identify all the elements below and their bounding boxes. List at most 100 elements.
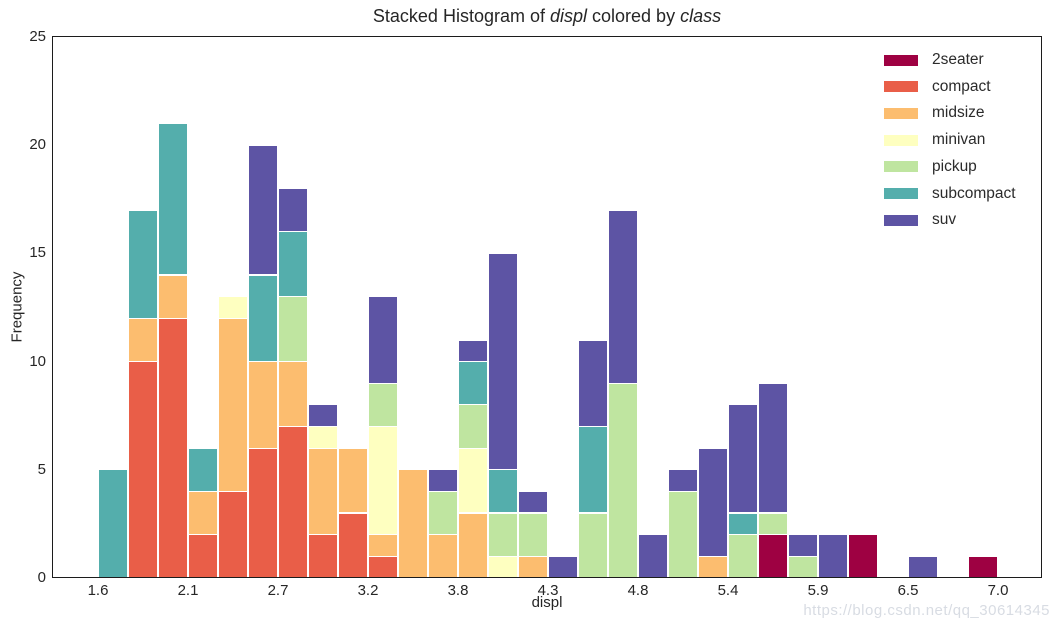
title-variable-class: class (680, 6, 722, 26)
bar-segment-suv (789, 535, 817, 556)
bar-segment-suv (249, 145, 277, 275)
legend-swatch-subcompact (884, 188, 918, 199)
bar-segment-minivan (219, 297, 247, 318)
bar-segment-midsize (129, 318, 157, 361)
bar-segment-pickup (489, 513, 517, 556)
bar-segment-pickup (369, 383, 397, 426)
bar-segment-2seater (849, 535, 877, 578)
bar-segment-pickup (669, 492, 697, 578)
bar-segment-suv (369, 297, 397, 383)
title-text-middle: colored by (587, 6, 681, 26)
legend-item-minivan: minivan (884, 131, 985, 148)
bar-segment-subcompact (159, 124, 187, 275)
y-tick-label: 0 (37, 569, 46, 586)
y-tick-label: 15 (29, 244, 46, 262)
x-tick-label: 3.2 (357, 582, 379, 599)
bar-segment-subcompact (189, 448, 217, 491)
bar-segment-suv (549, 556, 577, 578)
bar-segment-suv (609, 210, 637, 383)
legend-label: midsize (932, 104, 985, 122)
bar-segment-compact (249, 448, 277, 578)
title-variable-displ: displ (549, 6, 588, 26)
legend-label: 2seater (932, 51, 984, 68)
bar-segment-suv (279, 189, 307, 232)
bar-segment-subcompact (459, 362, 487, 405)
x-tick-label: 2.1 (177, 582, 199, 599)
bar-segment-subcompact (249, 275, 277, 361)
bar-segment-compact (309, 535, 337, 578)
legend-swatch-midsize (884, 107, 918, 119)
bar-segment-pickup (519, 513, 547, 556)
x-tick-label: 5.9 (807, 582, 829, 599)
bar-segment-midsize (519, 556, 547, 578)
x-tick-label: 3.8 (447, 582, 469, 599)
legend-label: compact (932, 77, 991, 95)
bar-segment-suv (459, 340, 487, 361)
bar-segment-minivan (369, 427, 397, 535)
x-tick-label: 4.8 (627, 582, 649, 599)
bar-segment-suv (759, 383, 787, 513)
bar-segment-pickup (759, 513, 787, 535)
bar-segment-pickup (579, 513, 607, 578)
x-tick-label: 1.6 (87, 582, 109, 599)
bar-segment-pickup (279, 297, 307, 361)
bar-segment-midsize (369, 535, 397, 556)
legend-item-midsize: midsize (884, 104, 985, 122)
legend-item-suv: suv (884, 211, 957, 229)
bar-segment-compact (219, 492, 247, 578)
bar-segment-subcompact (729, 513, 757, 535)
bar-segment-suv (669, 470, 697, 491)
x-axis-label: displ (531, 594, 563, 611)
bar-segment-compact (279, 427, 307, 578)
title-text: Stacked Histogram of (372, 6, 550, 26)
bar-segment-pickup (789, 556, 817, 578)
x-tick-label: 6.5 (897, 582, 919, 599)
bar-segment-midsize (249, 362, 277, 448)
bar-segment-compact (159, 318, 187, 578)
bar-segment-suv (729, 405, 757, 513)
bar-segment-suv (909, 556, 937, 578)
bar-segment-midsize (459, 513, 487, 578)
bar-segment-midsize (309, 448, 337, 535)
bar-segment-midsize (429, 535, 457, 578)
chart-title: Stacked Histogram of displ colored by cl… (373, 6, 721, 27)
bar-segment-midsize (699, 556, 727, 578)
y-tick-label: 20 (29, 136, 46, 154)
bar-segment-midsize (219, 318, 247, 491)
bar-segment-pickup (459, 405, 487, 448)
bar-segment-suv (429, 470, 457, 491)
legend-item-pickup: pickup (884, 157, 977, 175)
legend-label: subcompact (932, 184, 1016, 202)
bar-segment-subcompact (99, 470, 127, 578)
legend-item-compact: compact (884, 77, 991, 95)
legend-swatch-compact (884, 81, 918, 93)
y-tick-label: 25 (29, 28, 46, 45)
legend-swatch-pickup (884, 161, 918, 173)
bar-segment-midsize (159, 275, 187, 318)
y-tick-label: 10 (29, 352, 46, 370)
bar-segment-suv (309, 405, 337, 426)
bar-segment-pickup (609, 383, 637, 578)
legend-swatch-minivan (884, 134, 918, 146)
bar-segment-midsize (339, 448, 367, 513)
x-tick-label: 2.7 (267, 582, 289, 599)
bar-segment-compact (369, 556, 397, 578)
bar-segment-subcompact (279, 232, 307, 297)
bar-segment-subcompact (579, 427, 607, 513)
bar-segment-suv (819, 535, 847, 578)
bar-segment-minivan (309, 427, 337, 448)
legend-swatch-2seater (884, 54, 918, 66)
legend-item-subcompact: subcompact (884, 184, 1016, 202)
bar-segment-pickup (729, 535, 757, 578)
legend-label: suv (932, 211, 957, 229)
y-tick-label: 5 (37, 460, 46, 478)
bar-segment-suv (579, 340, 607, 426)
bar-segment-2seater (969, 556, 997, 578)
x-tick-label: 7.0 (987, 582, 1009, 599)
legend-label: pickup (932, 157, 977, 175)
legend-item-2seater: 2seater (884, 51, 984, 68)
watermark: https://blog.csdn.net/qq_30614345 (803, 602, 1050, 619)
bar-segment-minivan (489, 556, 517, 578)
bar-segment-minivan (459, 448, 487, 513)
bar-segment-compact (189, 535, 217, 578)
